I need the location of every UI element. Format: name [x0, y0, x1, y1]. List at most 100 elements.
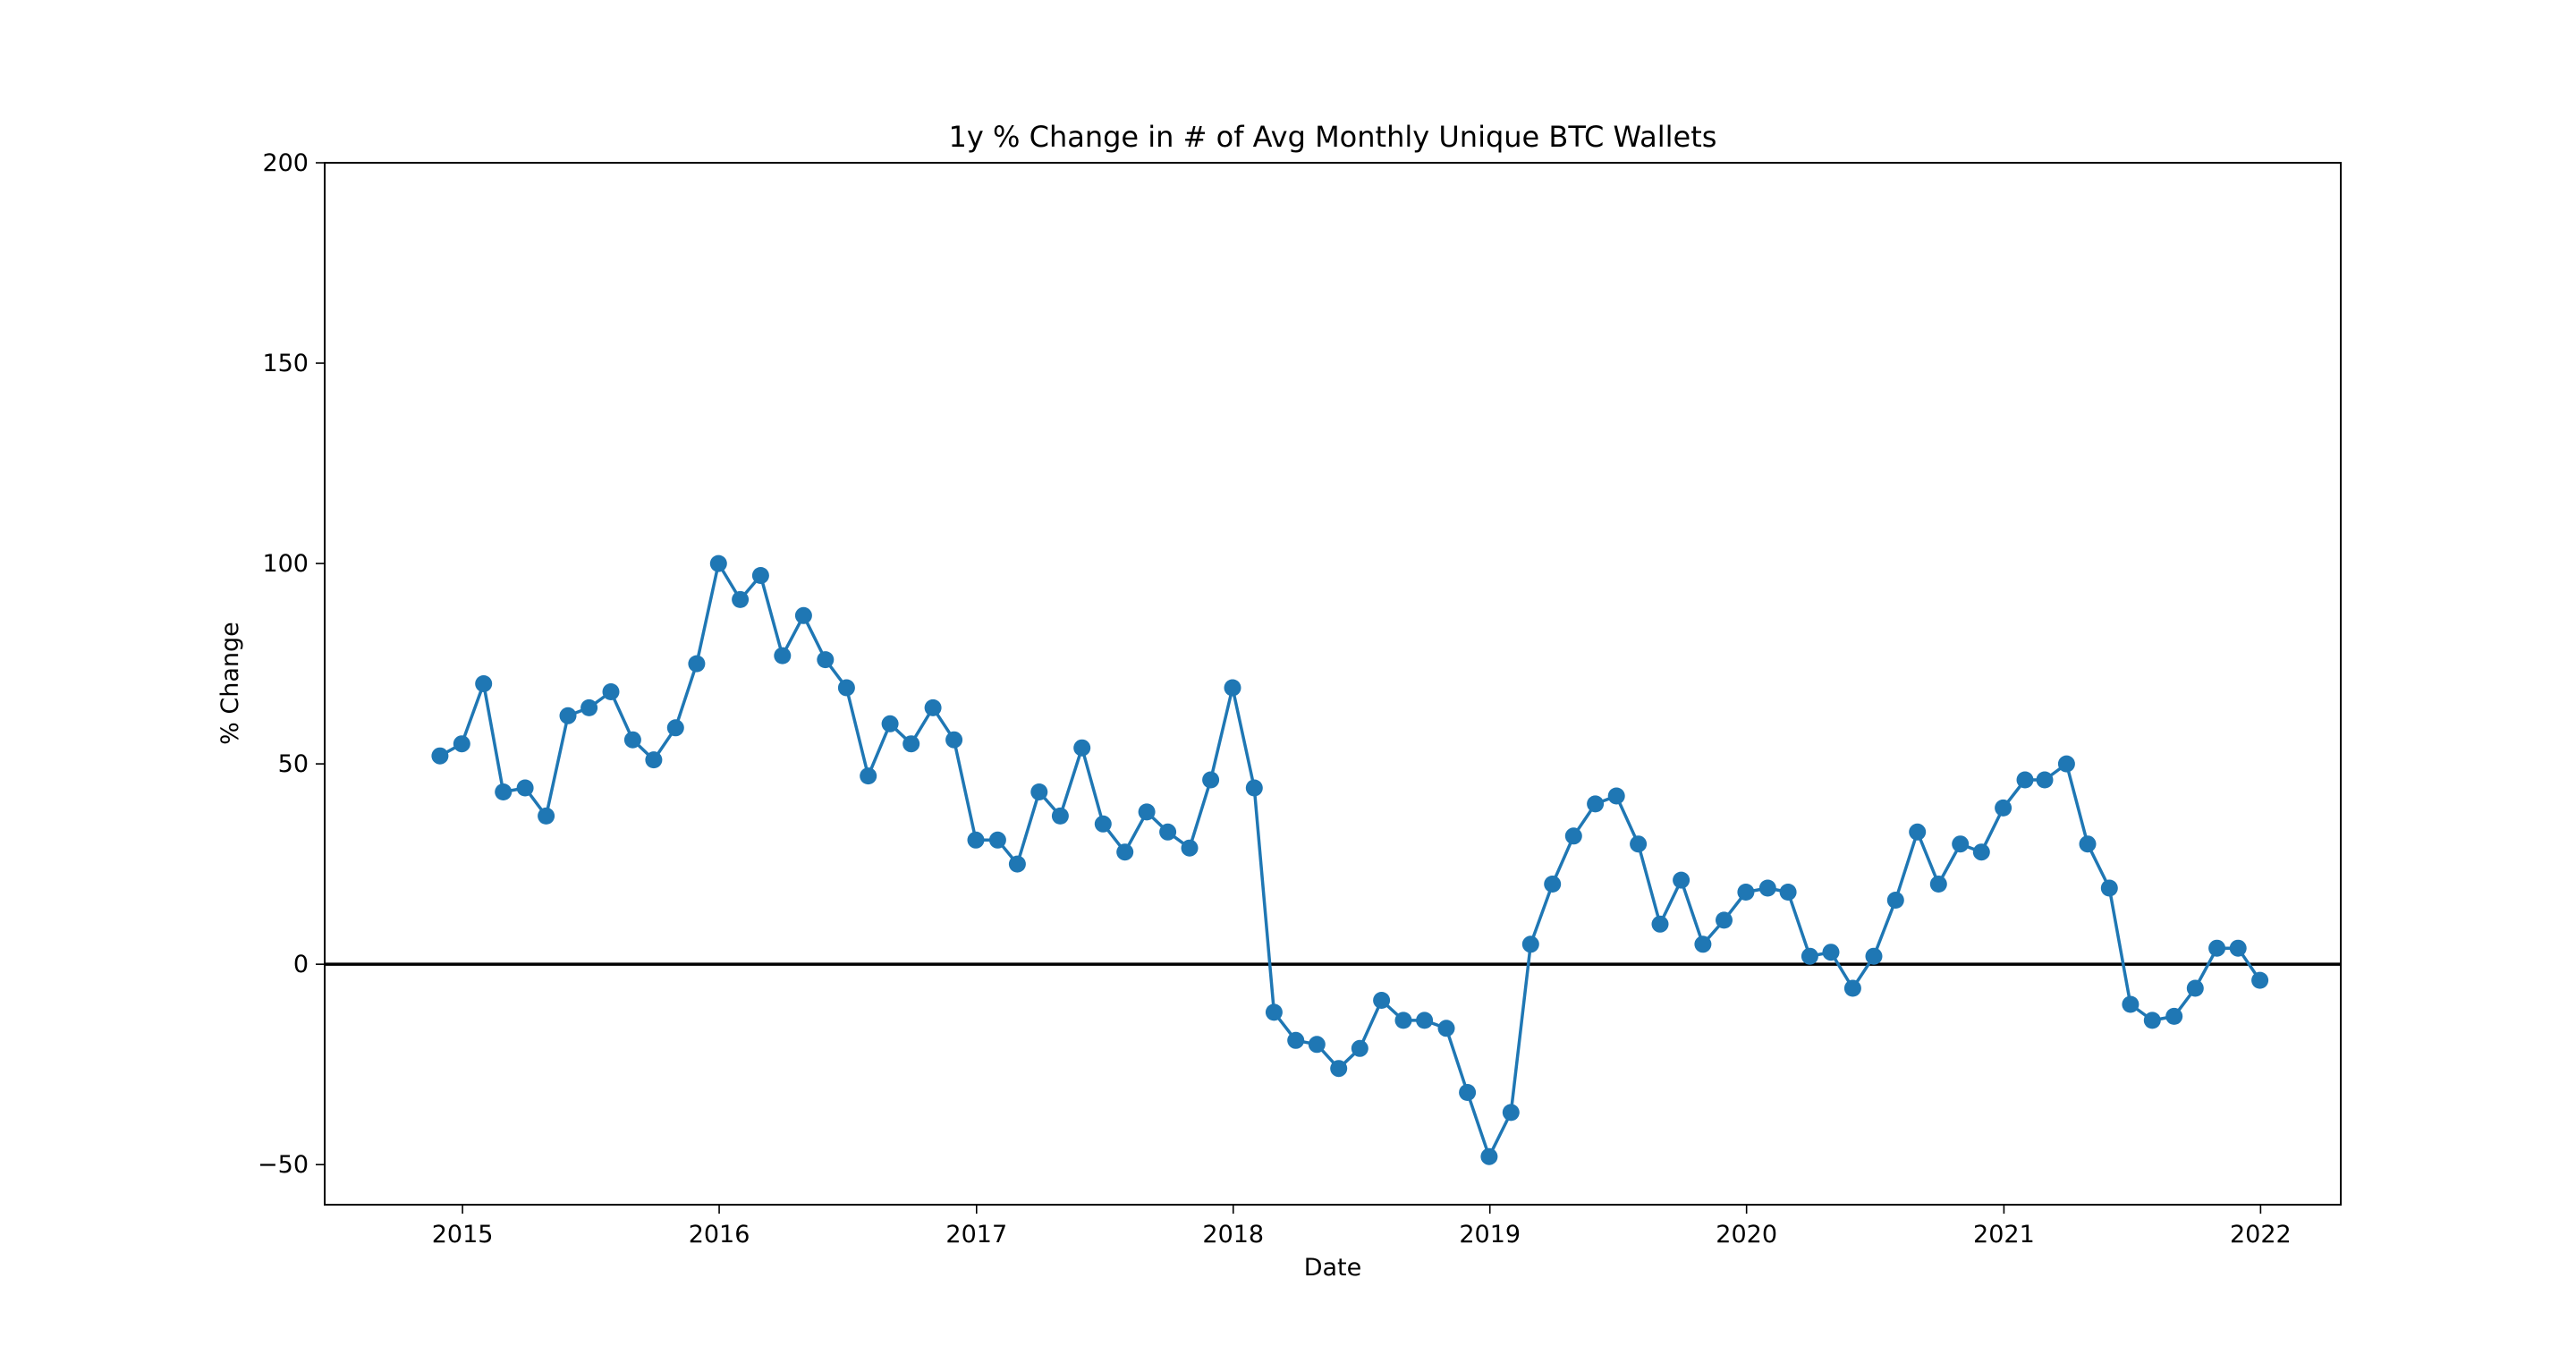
data-point: [1159, 823, 1177, 841]
data-point: [837, 679, 855, 697]
data-point: [688, 655, 706, 673]
data-point: [1630, 835, 1648, 853]
data-point: [623, 731, 641, 749]
data-point: [1181, 839, 1199, 857]
data-point: [1779, 884, 1797, 901]
data-point: [945, 731, 963, 749]
data-point: [794, 606, 812, 624]
data-point: [538, 807, 555, 825]
data-point: [1480, 1147, 1498, 1165]
data-point: [1995, 799, 2012, 817]
data-point: [924, 698, 942, 716]
data-point: [1138, 803, 1156, 821]
data-point: [1245, 779, 1263, 797]
data-point: [2036, 771, 2054, 789]
data-point: [1030, 783, 1048, 800]
data-point: [2143, 1012, 2161, 1029]
data-point: [1972, 843, 1990, 861]
data-point: [2016, 771, 2034, 789]
data-point: [1394, 1012, 1412, 1029]
data-point: [666, 719, 684, 737]
data-point: [860, 767, 877, 785]
data-point: [1330, 1060, 1348, 1078]
data-point: [1073, 739, 1091, 757]
x-tick-label: 2022: [2230, 1221, 2292, 1249]
data-point: [2057, 755, 2075, 773]
data-point: [2079, 835, 2097, 853]
data-point: [1673, 871, 1690, 889]
data-point: [1886, 892, 1904, 909]
data-point: [1416, 1012, 1434, 1029]
data-point: [1308, 1036, 1326, 1054]
data-point: [602, 683, 620, 700]
data-point: [1502, 1104, 1520, 1122]
data-point: [709, 554, 727, 572]
data-point: [1929, 876, 1947, 893]
y-axis-label: % Change: [216, 622, 244, 745]
data-point: [2208, 939, 2226, 957]
data-point: [1865, 947, 1883, 965]
data-point: [1952, 835, 1970, 853]
data-point: [1607, 787, 1625, 805]
data-point: [1564, 827, 1582, 845]
x-tick-label: 2018: [1202, 1221, 1264, 1249]
x-tick-label: 2019: [1459, 1221, 1521, 1249]
y-tick-label: 150: [262, 350, 309, 377]
data-point: [580, 698, 598, 716]
data-point: [1694, 935, 1712, 953]
data-point: [1758, 879, 1776, 897]
y-tick-label: 200: [262, 149, 309, 177]
x-tick-label: 2017: [945, 1221, 1007, 1249]
data-point: [1265, 1003, 1283, 1021]
data-point: [902, 735, 920, 753]
x-tick-label: 2015: [432, 1221, 494, 1249]
data-point: [732, 590, 750, 608]
data-point: [774, 647, 792, 665]
data-point: [1373, 992, 1391, 1009]
data-point: [1909, 823, 1927, 841]
data-point: [1051, 807, 1069, 825]
data-point: [1351, 1039, 1368, 1057]
data-point: [645, 751, 663, 769]
data-point: [1587, 795, 1605, 813]
y-tick-label: 100: [262, 550, 309, 578]
data-point: [475, 675, 493, 692]
data-point: [516, 779, 534, 797]
data-point: [1437, 1020, 1455, 1037]
data-point: [1459, 1084, 1477, 1101]
data-point: [1544, 876, 1562, 893]
data-point: [988, 831, 1006, 849]
data-point: [817, 651, 835, 669]
data-point: [1822, 944, 1840, 961]
data-point: [2165, 1007, 2183, 1025]
plot-area: −50 0 50 100 150 200 2015 2016 2017 2018 2019 2020 2…: [258, 149, 2342, 1249]
y-tick-label: 50: [278, 750, 309, 778]
data-point: [881, 715, 899, 732]
data-point: [2122, 995, 2140, 1013]
data-point: [1287, 1031, 1305, 1049]
data-point: [1094, 815, 1112, 833]
data-point: [1801, 947, 1818, 965]
data-point: [431, 747, 449, 765]
x-tick-label: 2016: [689, 1221, 750, 1249]
data-point: [453, 735, 470, 753]
data-point: [1116, 843, 1134, 861]
data-point: [559, 707, 577, 724]
data-point: [1224, 679, 1241, 697]
data-point: [1737, 884, 1755, 901]
y-tick-label: 0: [293, 951, 309, 978]
chart-title: 1y % Change in # of Avg Monthly Unique B…: [949, 120, 1717, 154]
data-point: [1843, 979, 1861, 997]
data-point: [2186, 979, 2204, 997]
plot-frame: [324, 162, 2342, 1206]
data-point: [1716, 911, 1733, 929]
data-point: [1651, 915, 1669, 933]
data-point: [2251, 971, 2269, 989]
data-point: [967, 831, 985, 849]
data-point: [2229, 939, 2247, 957]
data-point: [495, 783, 513, 800]
data-point: [1521, 935, 1539, 953]
